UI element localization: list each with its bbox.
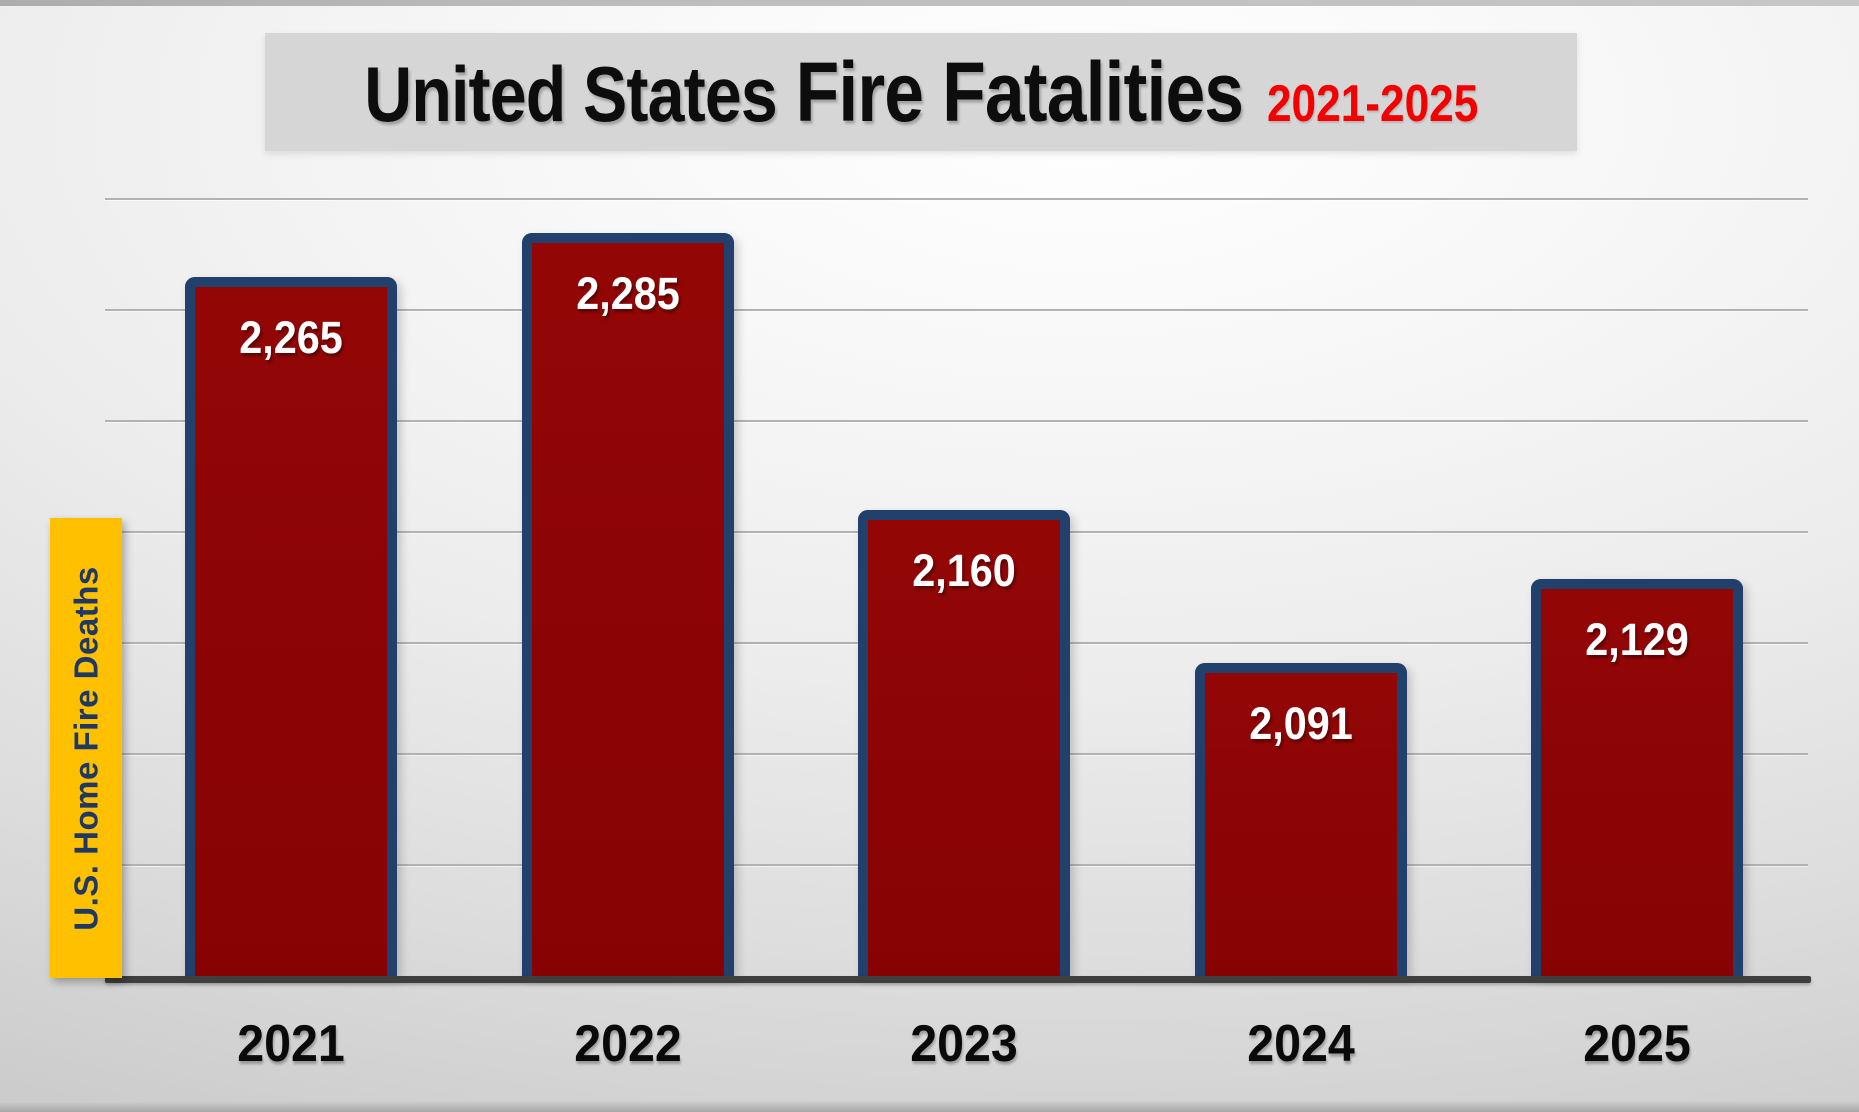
x-tick-label-2025: 2025 bbox=[1583, 1015, 1691, 1073]
x-tick-label-2022: 2022 bbox=[573, 1015, 682, 1073]
gridline-2250 bbox=[105, 309, 1808, 312]
title-part-fire-fatalities: Fire Fatalities bbox=[795, 45, 1243, 139]
bar-2021: 2,265 bbox=[185, 277, 397, 976]
bar-2023: 2,160 bbox=[858, 510, 1070, 976]
title-part-united-states: United States bbox=[363, 50, 777, 138]
y-axis-label-box: U.S. Home Fire Deaths bbox=[50, 518, 122, 978]
bar-value-label-2021: 2,265 bbox=[239, 312, 343, 364]
x-axis-line bbox=[105, 976, 1811, 983]
bar-2022: 2,285 bbox=[521, 232, 734, 976]
gridline-2200 bbox=[105, 420, 1808, 423]
x-tick-label-2023: 2023 bbox=[910, 1015, 1018, 1073]
bar-2024: 2,091 bbox=[1194, 663, 1407, 976]
x-tick-label-2021: 2021 bbox=[237, 1015, 345, 1073]
gridline-2300 bbox=[105, 198, 1808, 201]
title-banner: United States Fire Fatalities 2021-2025 bbox=[265, 33, 1577, 151]
title-period-range: 2021-2025 bbox=[1266, 75, 1479, 133]
bar-2025: 2,129 bbox=[1531, 578, 1743, 976]
x-tick-label-2024: 2024 bbox=[1246, 1015, 1355, 1073]
y-axis-label: U.S. Home Fire Deaths bbox=[67, 565, 105, 931]
bar-value-label-2024: 2,091 bbox=[1248, 698, 1353, 750]
bar-value-label-2022: 2,285 bbox=[575, 267, 680, 319]
bar-value-label-2025: 2,129 bbox=[1585, 613, 1689, 665]
bar-value-label-2023: 2,160 bbox=[912, 545, 1016, 597]
chart-title: United States Fire Fatalities 2021-2025 bbox=[364, 50, 1478, 134]
